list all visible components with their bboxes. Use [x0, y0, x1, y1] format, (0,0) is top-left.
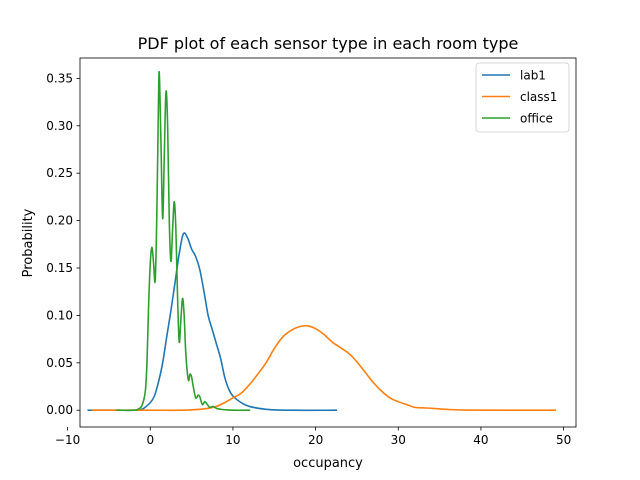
y-axis: 0.00 0.05 0.10 0.15 0.20 0.25 0.30 0.35 — [46, 71, 80, 417]
x-tick-label: −10 — [55, 433, 80, 447]
x-axis: −10 0 10 20 30 40 50 — [55, 427, 571, 447]
y-tick-label: 0.00 — [46, 403, 73, 417]
x-tick-label: 40 — [473, 433, 488, 447]
plot-area — [79, 57, 577, 428]
x-axis-label: occupancy — [293, 456, 363, 471]
y-tick-label: 0.35 — [46, 71, 73, 85]
legend-frame — [475, 62, 570, 133]
y-tick-label: 0.20 — [46, 214, 73, 228]
series-line-class1 — [91, 324, 557, 412]
legend: lab1 class1 office — [475, 62, 570, 133]
y-tick-label: 0.15 — [46, 261, 73, 275]
x-tick-label: 0 — [146, 433, 154, 447]
series-line-office — [116, 70, 251, 412]
axes-frame — [79, 57, 577, 428]
series-line-lab1 — [87, 232, 338, 412]
y-tick-label: 0.25 — [46, 166, 73, 180]
x-tick-label: 50 — [556, 433, 571, 447]
legend-label-class1: class1 — [520, 90, 557, 104]
y-axis-label: Probability — [21, 208, 36, 277]
y-tick-label: 0.30 — [46, 119, 73, 133]
legend-label-lab1: lab1 — [520, 69, 546, 83]
x-tick-label: 20 — [308, 433, 323, 447]
legend-label-office: office — [520, 112, 553, 126]
series-layer — [87, 70, 557, 412]
x-tick-label: 30 — [391, 433, 406, 447]
chart-title: PDF plot of each sensor type in each roo… — [138, 34, 519, 53]
y-tick-label: 0.05 — [46, 356, 73, 370]
y-tick-label: 0.10 — [46, 308, 73, 322]
x-tick-label: 10 — [225, 433, 240, 447]
